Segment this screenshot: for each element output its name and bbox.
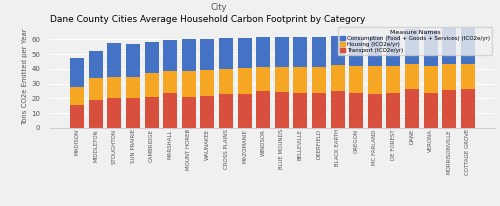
Bar [330, 91, 344, 128]
Bar [144, 97, 158, 128]
Bar [200, 96, 214, 128]
Bar [349, 93, 363, 128]
Text: Dane County Cities Average Household Carbon Footprint by Category: Dane County Cities Average Household Car… [50, 15, 366, 24]
Bar [312, 93, 326, 128]
Bar [294, 93, 308, 128]
Bar [219, 38, 233, 69]
Bar [442, 90, 456, 128]
Bar [424, 93, 438, 128]
Bar [238, 68, 252, 94]
Bar [89, 78, 103, 101]
Bar [144, 42, 158, 73]
Bar [89, 101, 103, 128]
Bar [294, 67, 308, 93]
Bar [368, 66, 382, 94]
Bar [386, 66, 400, 93]
Bar [330, 65, 344, 91]
Bar [163, 40, 177, 71]
Bar [219, 94, 233, 128]
Bar [182, 71, 196, 97]
Bar [256, 91, 270, 128]
Bar [461, 28, 475, 64]
Bar [275, 37, 289, 67]
Bar [368, 94, 382, 128]
Bar [442, 28, 456, 64]
Bar [256, 37, 270, 67]
Bar [275, 67, 289, 92]
Bar [312, 67, 326, 93]
Bar [108, 43, 122, 77]
Bar [108, 77, 122, 98]
Bar [89, 51, 103, 78]
Bar [312, 37, 326, 67]
Bar [70, 105, 84, 128]
Bar [294, 37, 308, 67]
Bar [70, 58, 84, 87]
Bar [126, 77, 140, 98]
Bar [349, 66, 363, 93]
Bar [424, 66, 438, 93]
Bar [405, 64, 419, 89]
Bar [424, 30, 438, 66]
Bar [163, 71, 177, 93]
Bar [108, 98, 122, 128]
Bar [126, 98, 140, 128]
Bar [405, 29, 419, 64]
Bar [405, 89, 419, 128]
Bar [368, 36, 382, 66]
Legend: Consumption (Food + Goods + Services) (tCO2e/yr), Housing (tCO2e/yr), Transport : Consumption (Food + Goods + Services) (t… [338, 27, 492, 55]
Bar [70, 87, 84, 105]
Bar [238, 94, 252, 128]
Bar [461, 89, 475, 128]
Bar [256, 67, 270, 91]
Y-axis label: Tons CO2e Emitted per Year: Tons CO2e Emitted per Year [22, 28, 28, 125]
Bar [386, 35, 400, 66]
Bar [144, 73, 158, 97]
Bar [442, 64, 456, 90]
Bar [275, 92, 289, 128]
Bar [182, 39, 196, 71]
Bar [182, 97, 196, 128]
Bar [200, 39, 214, 70]
Bar [200, 70, 214, 96]
Bar [461, 64, 475, 89]
Bar [349, 36, 363, 66]
Bar [163, 93, 177, 128]
Bar [330, 36, 344, 65]
Bar [219, 69, 233, 94]
Bar [126, 44, 140, 77]
Bar [238, 38, 252, 68]
Text: City: City [211, 3, 228, 12]
Bar [386, 93, 400, 128]
